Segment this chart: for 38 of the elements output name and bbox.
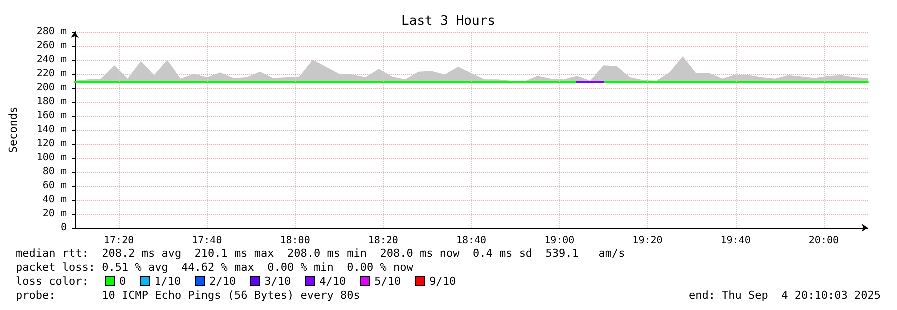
x-tick-label: 17:40	[192, 236, 222, 246]
y-tick-label: 140 m	[36, 124, 67, 136]
y-tick-label: 240 m	[36, 54, 67, 66]
x-tick-label: 18:40	[456, 236, 487, 246]
y-tick-label: 280 m	[36, 26, 67, 38]
x-tick-label: 19:00	[544, 236, 575, 246]
legend-label: 4/10	[320, 275, 346, 288]
legend-label: 3/10	[264, 275, 292, 288]
y-tick-label: 20 m	[42, 208, 67, 220]
y-tick-label: 100 m	[36, 152, 67, 164]
y-tick-label: 180 m	[36, 96, 67, 108]
y-tick-label: 260 m	[36, 40, 67, 52]
legend-label: 2/10	[210, 275, 236, 288]
y-tick-label: 120 m	[36, 138, 67, 150]
y-tick-label: 0	[60, 222, 67, 234]
x-tick-label: 18:20	[368, 236, 398, 246]
y-tick-label: 40 m	[42, 194, 67, 206]
y-tick-label: 220 m	[36, 68, 67, 80]
x-tick-label: 19:20	[632, 236, 663, 246]
legend-title: loss color:	[16, 275, 89, 288]
x-tick-label: 20:00	[808, 236, 839, 246]
text: end: Thu Sep 4 20:10:03 2025	[688, 289, 882, 302]
chart-title: Last 3 Hours	[402, 14, 496, 29]
legend-label: 5/10	[374, 275, 402, 288]
y-tick-label: 160 m	[36, 110, 67, 122]
y-tick-label: 60 m	[42, 180, 67, 192]
text: packet loss: 0.51 % avg 44.62 % max 0.00 % min 0.00 % now	[16, 261, 414, 274]
x-tick-label: 17:20	[104, 236, 134, 246]
legend-label: 9/10	[430, 275, 456, 288]
text: median rtt: 208.2 ms avg 210.1 ms max 208.0 ms min 208.0 ms now 0.4 ms sd 539.1 am/s	[16, 247, 626, 260]
y-axis-title: Seconds	[7, 106, 20, 154]
y-tick-label: 80 m	[42, 166, 67, 178]
x-tick-label: 19:40	[720, 236, 751, 246]
legend-label: 0	[120, 275, 126, 288]
x-tick-label: 18:00	[280, 236, 310, 246]
text: probe: 10 ICMP Echo Pings (56 Bytes) every 80s	[16, 289, 360, 302]
legend-label: 1/10	[154, 275, 182, 288]
y-tick-label: 200 m	[36, 82, 67, 94]
